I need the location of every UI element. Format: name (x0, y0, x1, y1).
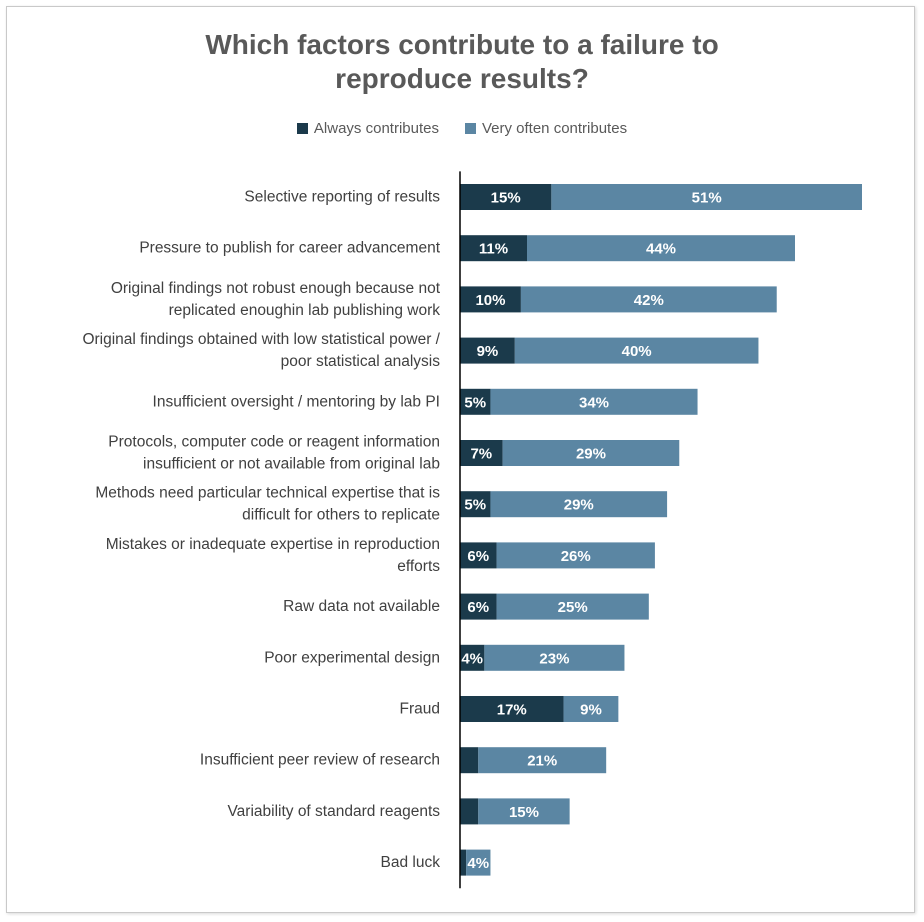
category-label: replicated enoughin lab publishing work (169, 302, 441, 319)
data-label-very-often: 44% (646, 241, 676, 258)
bar-always (460, 286, 521, 313)
bar-always (460, 235, 527, 262)
bar-always (460, 388, 491, 415)
data-label-very-often: 29% (576, 446, 606, 463)
bar-very-often (490, 388, 698, 415)
bar-very-often (490, 491, 668, 518)
data-label-always: 11% (479, 241, 508, 258)
bar-always (460, 491, 491, 518)
data-label-very-often: 25% (558, 599, 588, 616)
bar-very-often (502, 440, 680, 466)
legend-swatch-always (296, 123, 308, 134)
data-label-very-often: 9% (580, 702, 602, 719)
data-label-always: 15% (491, 190, 521, 207)
data-label-always: 9% (477, 343, 499, 360)
chart-legend: Always contributes Very often contribute… (0, 120, 924, 137)
category-label: Bad luck (381, 854, 441, 871)
data-label-always: 17% (497, 702, 527, 719)
legend-label-very-often: Very often contributes (481, 120, 628, 137)
bar-always (460, 798, 479, 825)
bar-always (460, 696, 564, 722)
bar-very-often (484, 644, 625, 671)
category-label: Methods need particular technical expert… (95, 485, 440, 502)
category-label: insufficient or not available from origi… (143, 456, 440, 473)
category-label: Raw data not available (283, 598, 440, 615)
data-label-always: 5% (464, 497, 486, 514)
bar-always (460, 440, 503, 466)
data-label-very-often: 42% (634, 292, 664, 309)
bar-very-often (478, 798, 570, 825)
legend-label-always: Always contributes (313, 120, 439, 137)
data-label-very-often: 40% (622, 343, 652, 360)
category-label: Selective reporting of results (244, 189, 440, 206)
bar-very-often (514, 337, 759, 364)
bar-very-often (466, 849, 491, 876)
category-label: Original findings obtained with low stat… (82, 331, 440, 348)
data-label-very-often: 29% (564, 497, 594, 514)
category-label: Fraud (400, 701, 441, 718)
bar-very-often (520, 286, 777, 313)
category-label: Mistakes or inadequate expertise in repr… (106, 536, 440, 553)
bar-always (460, 593, 497, 620)
category-label: Pressure to publish for career advanceme… (139, 240, 440, 257)
chart-title-text: Which factors contribute to a failure to… (205, 29, 719, 94)
category-label: Poor experimental design (264, 649, 440, 666)
category-label: Variability of standard reagents (227, 803, 440, 820)
bar-very-often (551, 184, 862, 210)
legend-item-always: Always contributes (296, 120, 439, 137)
data-label-always: 4% (461, 650, 483, 667)
category-label: poor statistical analysis (281, 353, 441, 370)
bar-very-often (527, 235, 795, 262)
data-label-always: 6% (467, 548, 489, 565)
bar-always (460, 849, 467, 876)
data-label-always: 5% (464, 394, 486, 411)
category-label: efforts (397, 558, 440, 575)
bar-very-often (496, 542, 655, 569)
data-label-always: 6% (467, 599, 489, 616)
category-label: Insufficient peer review of research (200, 752, 440, 769)
legend-item-very-often: Very often contributes (464, 120, 628, 137)
bar-always (460, 337, 515, 364)
bar-very-often (496, 593, 649, 620)
bar-very-often (478, 747, 607, 774)
data-label-very-often: 21% (527, 753, 557, 770)
data-label-very-often: 4% (467, 855, 489, 872)
data-label-very-often: 26% (561, 548, 591, 565)
data-label-always: 7% (470, 446, 492, 463)
data-label-very-often: 15% (509, 804, 539, 821)
bar-always (460, 184, 552, 210)
bar-always (460, 542, 497, 569)
bar-very-often (563, 696, 619, 722)
data-label-very-often: 23% (539, 650, 569, 667)
chart-title: Which factors contribute to a failure to… (0, 28, 924, 96)
category-label: Insufficient oversight / mentoring by la… (153, 393, 440, 410)
category-label: Original findings not robust enough beca… (111, 280, 441, 297)
data-label-very-often: 51% (692, 190, 722, 207)
bar-always (460, 747, 479, 774)
data-label-always: 10% (475, 292, 505, 309)
bar-always (460, 644, 485, 671)
data-label-very-often: 34% (579, 394, 609, 411)
legend-swatch-very-often (464, 123, 476, 134)
category-label: difficult for others to replicate (242, 507, 440, 524)
category-label: Protocols, computer code or reagent info… (108, 434, 440, 451)
